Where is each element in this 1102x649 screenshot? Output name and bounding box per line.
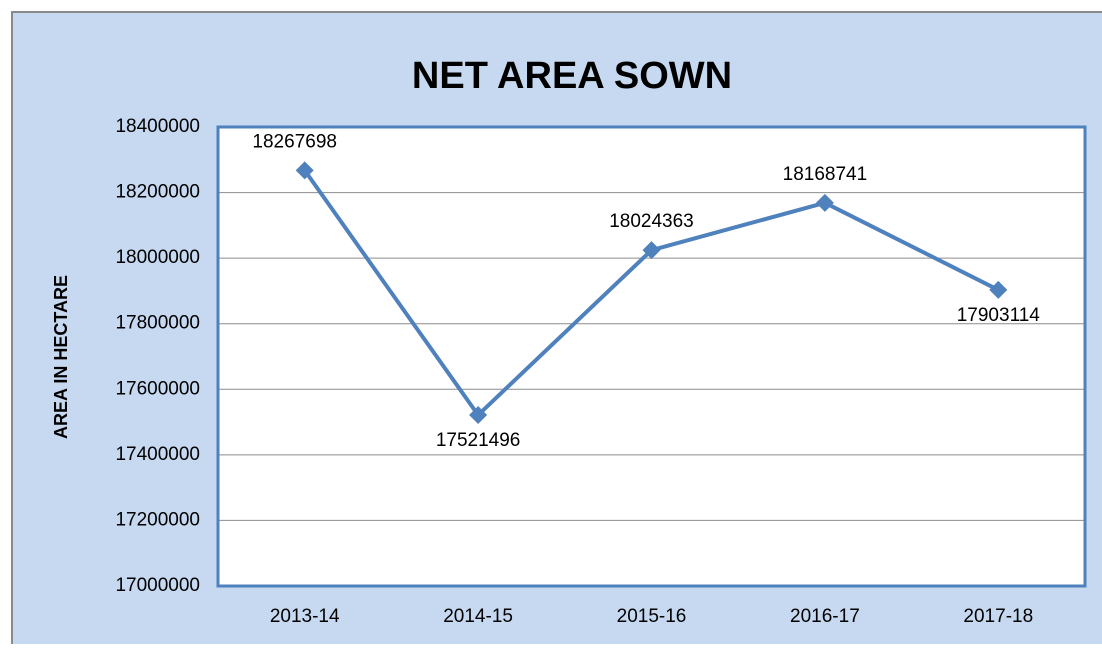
- plot-area: [218, 127, 1085, 586]
- marker: [815, 193, 834, 212]
- y-tick-label: 18400000: [115, 116, 200, 137]
- data-label: 18024363: [609, 211, 694, 232]
- x-tick-label: 2014-15: [443, 606, 513, 627]
- y-tick-label: 18000000: [115, 247, 200, 268]
- y-tick-label: 17000000: [115, 575, 200, 596]
- x-tick-label: 2016-17: [790, 606, 860, 627]
- y-axis-label: AREA IN HECTARE: [51, 275, 71, 439]
- marker: [989, 280, 1008, 299]
- data-label: 18267698: [252, 131, 337, 152]
- data-label: 17521496: [436, 430, 521, 451]
- y-tick-label: 18200000: [115, 182, 200, 203]
- y-tick-label: 17200000: [115, 509, 200, 530]
- x-tick-label: 2017-18: [963, 606, 1033, 627]
- chart-title: NET AREA SOWN: [412, 55, 732, 97]
- marker: [642, 241, 661, 260]
- data-label: 18168741: [783, 164, 868, 185]
- plot-border: [216, 125, 1087, 588]
- y-tick-label: 17600000: [115, 378, 200, 399]
- marks: [295, 161, 1008, 425]
- marker: [295, 161, 314, 180]
- data-label: 17903114: [957, 305, 1041, 326]
- marker: [469, 406, 488, 425]
- x-tick-label: 2015-16: [617, 606, 687, 627]
- y-tick-label: 17400000: [115, 444, 200, 465]
- x-tick-label: 2013-14: [270, 606, 340, 627]
- y-tick-label: 17800000: [115, 313, 200, 334]
